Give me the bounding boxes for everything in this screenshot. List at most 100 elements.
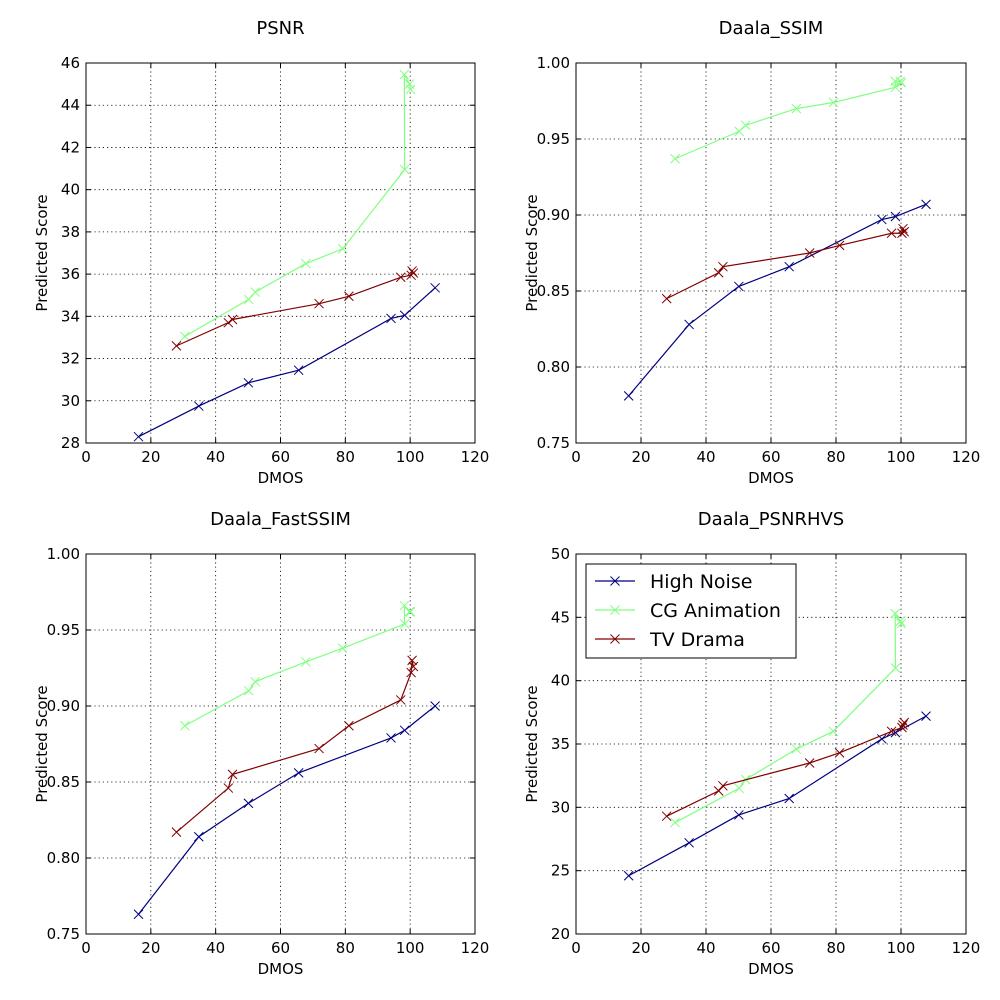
series-cg-animation [180, 600, 416, 731]
data-point [243, 294, 254, 305]
y-tick-label: 36 [61, 265, 80, 283]
data-point [804, 758, 815, 768]
data-point [171, 827, 182, 838]
x-tick-label: 100 [396, 448, 425, 466]
series-line [176, 269, 414, 347]
x-tick-label: 0 [571, 939, 581, 957]
series-line [176, 660, 414, 833]
data-point [399, 69, 410, 80]
data-point [895, 616, 906, 626]
data-point [899, 717, 910, 728]
x-tick-label: 80 [826, 939, 845, 957]
data-point [733, 281, 744, 292]
data-point [395, 695, 406, 705]
y-tick-label: 38 [61, 223, 80, 241]
x-axis-label: DMOS [258, 469, 304, 487]
data-point [344, 720, 354, 731]
data-point [661, 293, 672, 304]
data-point [223, 317, 234, 328]
series-high-noise [133, 701, 440, 920]
x-tick-label: 40 [206, 448, 225, 466]
x-tick-label: 60 [761, 448, 780, 466]
series-cg-animation [180, 69, 416, 342]
data-point [180, 331, 190, 342]
chart-title: Daala_FastSSIM [210, 509, 351, 530]
data-point [399, 310, 410, 321]
data-point [344, 291, 354, 302]
data-point [791, 744, 802, 754]
data-point [395, 272, 406, 283]
x-tick-label: 0 [81, 939, 91, 957]
x-axis-label: DMOS [748, 469, 794, 487]
y-tick-label: 50 [551, 545, 570, 563]
data-point [876, 214, 887, 225]
data-point [337, 643, 348, 654]
x-tick-label: 0 [571, 448, 581, 466]
data-point [890, 608, 901, 619]
x-tick-label: 100 [887, 448, 916, 466]
legend: High Noise CG Animation TV Drama [585, 563, 797, 659]
data-point [399, 619, 410, 629]
data-point [250, 676, 261, 687]
y-tick-label: 0.80 [47, 849, 80, 867]
data-point [896, 77, 907, 88]
legend-marker [610, 634, 620, 644]
x-tick-label: 120 [952, 939, 981, 957]
data-point [828, 726, 839, 737]
data-point [300, 258, 311, 269]
y-tick-label: 42 [61, 138, 80, 156]
data-point [890, 727, 901, 738]
x-tick-label: 60 [271, 939, 290, 957]
legend-box [585, 563, 797, 659]
y-tick-label: 34 [61, 307, 80, 325]
x-tick-label: 80 [336, 448, 355, 466]
legend-label: High Noise [650, 571, 752, 593]
series-high-noise [623, 711, 931, 881]
y-tick-label: 45 [551, 608, 570, 626]
series-tv-drama [171, 266, 419, 351]
data-point [713, 267, 724, 278]
data-point [193, 831, 204, 842]
x-tick-label: 120 [461, 939, 490, 957]
data-point [670, 153, 680, 164]
y-tick-label: 0.90 [537, 206, 570, 224]
y-axis-label: Predicted Score [523, 194, 541, 311]
subplot-psnr: 0 20 40 60 80 100 120 28 30 32 34 36 38 40 42 44 46 PSNR D… [33, 18, 489, 487]
data-point [623, 870, 634, 881]
data-point [896, 618, 907, 629]
data-point [921, 711, 931, 721]
data-point [133, 909, 144, 920]
data-point [828, 97, 839, 108]
x-tick-label: 40 [206, 939, 225, 957]
y-tick-label: 32 [61, 350, 80, 368]
y-tick-label: 1.00 [47, 545, 80, 563]
y-tick-label: 0.75 [47, 925, 80, 943]
x-tick-label: 120 [952, 448, 981, 466]
data-point [733, 810, 744, 820]
legend-item-high-noise: High Noise [595, 571, 752, 593]
data-point [386, 733, 396, 743]
data-point [684, 319, 694, 330]
data-point [227, 314, 238, 325]
data-point [623, 391, 634, 401]
y-axis-label: Predicted Score [33, 685, 51, 802]
data-point [293, 768, 304, 778]
y-tick-label: 44 [61, 96, 80, 114]
subplot-daala-fastssim: 0 20 40 60 80 100 120 0.75 0.80 0.85 0.90 0.95 1.00 D… [33, 509, 489, 978]
data-point [430, 282, 440, 293]
data-point [171, 341, 182, 351]
series-tv-drama [661, 717, 910, 822]
data-point [670, 817, 680, 828]
x-tick-label: 40 [696, 448, 715, 466]
data-point [408, 661, 419, 672]
y-tick-label: 25 [551, 862, 570, 880]
y-tick-label: 35 [551, 735, 570, 753]
series-tv-drama [171, 655, 419, 838]
data-point [227, 769, 238, 780]
data-point [314, 743, 324, 754]
y-tick-label: 20 [551, 925, 570, 943]
y-tick-label: 0.90 [47, 697, 80, 715]
y-tick-label: 40 [551, 672, 570, 690]
data-point [784, 793, 795, 804]
